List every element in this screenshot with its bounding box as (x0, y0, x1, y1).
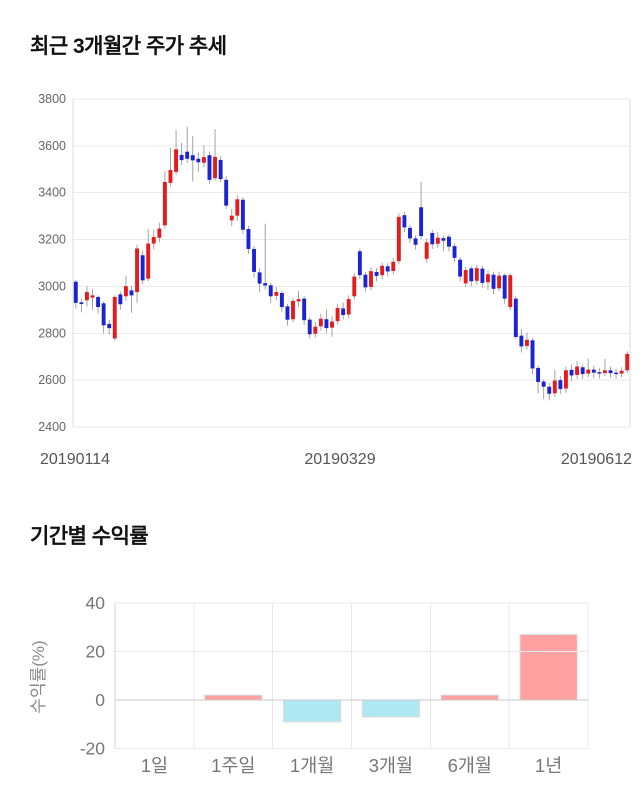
returns-y-tick: 40 (86, 593, 106, 613)
return-bar (283, 699, 342, 723)
returns-ylabel: 수익률(%) (29, 640, 48, 713)
returns-chart-title: 기간별 수익률 (30, 525, 149, 548)
price-x-tick: 20190114 (40, 451, 110, 468)
return-bar (204, 694, 263, 701)
price-y-tick: 3600 (38, 139, 66, 153)
return-bar (440, 694, 499, 701)
returns-y-tick: -20 (80, 738, 106, 758)
price-x-tick: 20190612 (561, 451, 632, 468)
price-y-tick: 3200 (38, 233, 66, 247)
price-y-tick: 2600 (38, 373, 66, 387)
returns-x-tick: 3개월 (369, 755, 413, 776)
price-y-tick: 2800 (38, 326, 66, 340)
returns-y-tick: 20 (86, 642, 106, 662)
returns-x-tick: 1개월 (290, 755, 334, 776)
returns-x-tick: 6개월 (448, 755, 492, 776)
return-bar (519, 634, 578, 701)
returns-y-tick: 0 (95, 690, 105, 710)
returns-x-tick: 1주일 (211, 755, 255, 776)
price-x-tick: 20190329 (304, 451, 375, 468)
returns-x-tick: 1일 (141, 755, 168, 776)
price-y-tick: 3400 (38, 186, 66, 200)
price-y-tick: 2400 (38, 420, 66, 434)
price-chart-title: 최근 3개월간 주가 추세 (30, 35, 227, 58)
price-y-tick: 3800 (38, 92, 66, 106)
return-bar (361, 699, 420, 718)
price-y-tick: 3000 (38, 279, 66, 293)
returns-bar-chart: 1일 1주일 1개월 3개월 6개월 1년 40 20 0 -20 수익률(%) (29, 593, 589, 776)
price-candlestick-chart: 3800 3600 3400 3200 3000 2800 2600 2400 20190114… (38, 92, 632, 468)
returns-x-tick: 1년 (535, 755, 562, 776)
